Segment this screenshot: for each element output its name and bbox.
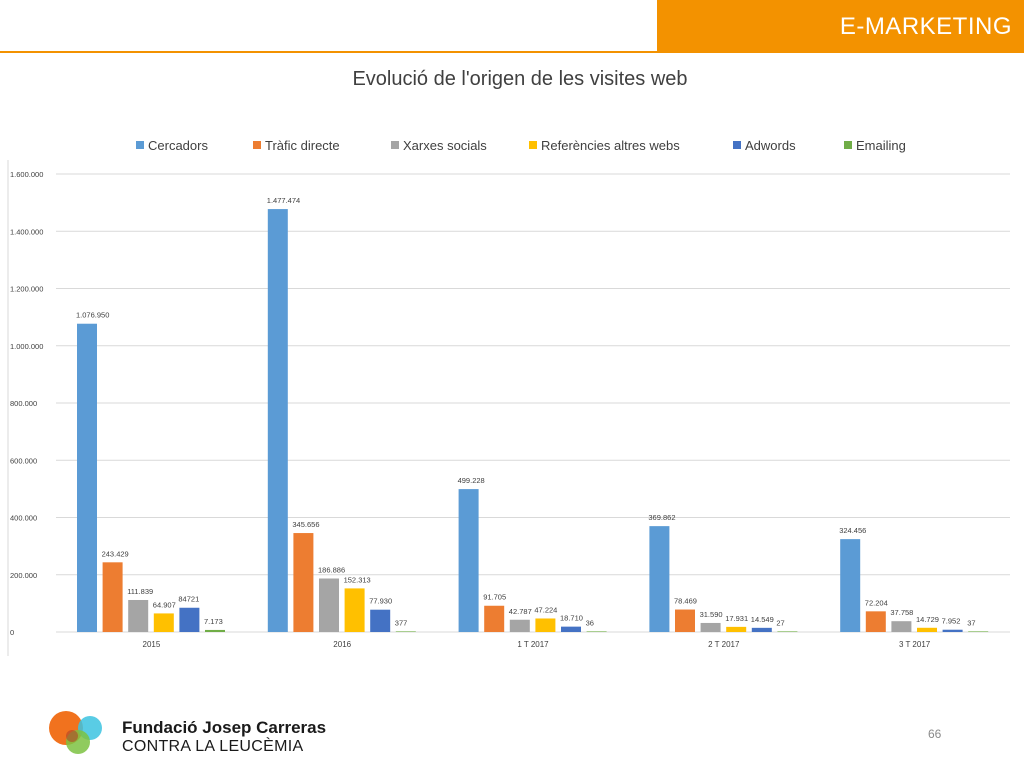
y-tick-label: 800.000	[10, 399, 37, 408]
chart-title: Evolució de l'origen de les visites web	[352, 68, 688, 90]
bar	[370, 609, 391, 632]
legend-swatch	[733, 141, 741, 149]
y-tick-label: 1.000.000	[10, 342, 43, 351]
x-tick-label: 2015	[143, 640, 161, 649]
bar	[458, 489, 479, 632]
data-label: 47.224	[534, 605, 557, 614]
bar	[153, 613, 174, 632]
bar	[726, 626, 747, 632]
bar	[561, 626, 581, 632]
bar	[267, 209, 288, 633]
data-label: 72.204	[865, 598, 888, 607]
header-banner: E-MARKETING	[657, 0, 1024, 53]
header-title: E-MARKETING	[839, 13, 1012, 40]
data-label: 186.886	[318, 566, 345, 575]
data-label: 324.456	[839, 526, 866, 535]
legend-label: Xarxes socials	[403, 138, 487, 153]
bar	[205, 629, 225, 632]
data-label: 17.931	[725, 614, 748, 623]
org-name: Fundació Josep Carreras	[122, 718, 327, 737]
data-label: 27	[776, 618, 784, 627]
bar	[484, 605, 505, 632]
bar	[700, 622, 721, 632]
bar	[509, 619, 530, 632]
data-label: 499.228	[458, 476, 485, 485]
data-label: 1.477.474	[267, 196, 300, 205]
data-label: 14.549	[751, 615, 774, 624]
bar	[865, 611, 886, 632]
bar	[917, 627, 937, 632]
bar	[77, 323, 97, 632]
bar	[344, 588, 365, 632]
legend-swatch	[529, 141, 537, 149]
data-label: 78.469	[674, 597, 697, 606]
data-label: 369.862	[648, 513, 675, 522]
bar	[891, 621, 912, 632]
data-label: 42.787	[509, 607, 532, 616]
bar	[840, 539, 861, 632]
data-label: 152.313	[344, 575, 371, 584]
legend-swatch	[391, 141, 399, 149]
data-label: 37.758	[890, 608, 913, 617]
data-label: 84721	[178, 595, 199, 604]
header-rule	[0, 51, 1024, 53]
x-tick-label: 2016	[333, 640, 351, 649]
y-tick-label: 400.000	[10, 514, 37, 523]
bar	[751, 627, 772, 632]
legend-label: Referències altres webs	[541, 138, 680, 153]
legend-label: Adwords	[745, 138, 796, 153]
y-tick-label: 1.400.000	[10, 227, 43, 236]
bar	[293, 533, 314, 632]
data-label: 64.907	[153, 600, 176, 609]
data-label: 7.173	[204, 617, 223, 626]
x-tick-label: 3 T 2017	[899, 640, 931, 649]
y-tick-label: 1.600.000	[10, 170, 43, 179]
data-label: 36	[586, 618, 594, 627]
data-label: 77.930	[369, 597, 392, 606]
bar	[102, 562, 123, 632]
bar	[968, 631, 989, 632]
data-label: 31.590	[700, 610, 723, 619]
y-tick-label: 600.000	[10, 456, 37, 465]
bar	[179, 607, 200, 632]
bar	[649, 526, 670, 632]
org-subtitle: CONTRA LA LEUCÈMIA	[122, 738, 304, 755]
bar	[586, 631, 607, 632]
data-label: 111.839	[127, 587, 153, 596]
data-label: 37	[967, 618, 975, 627]
foundation-logo	[49, 711, 102, 754]
legend-swatch	[136, 141, 144, 149]
data-label: 377	[395, 618, 408, 627]
legend-label: Cercadors	[148, 138, 208, 153]
legend-label: Tràfic directe	[265, 138, 340, 153]
data-label: 14.729	[916, 615, 939, 624]
data-label: 18.710	[560, 614, 583, 623]
y-tick-label: 200.000	[10, 571, 37, 580]
data-label: 91.705	[483, 593, 506, 602]
data-label: 1.076.950	[76, 311, 109, 320]
data-label: 243.429	[102, 549, 129, 558]
legend-swatch	[253, 141, 261, 149]
bar	[395, 631, 416, 632]
legend-swatch	[844, 141, 852, 149]
bar	[942, 629, 963, 632]
bar	[777, 631, 798, 632]
bar	[128, 599, 149, 632]
page-number: 66	[928, 727, 942, 741]
y-tick-label: 1.200.000	[10, 285, 43, 294]
x-tick-label: 1 T 2017	[517, 640, 549, 649]
legend-label: Emailing	[856, 138, 906, 153]
data-label: 345.656	[292, 520, 319, 529]
y-tick-label: 0	[10, 628, 14, 637]
bar	[535, 618, 556, 632]
x-tick-label: 2 T 2017	[708, 640, 740, 649]
data-label: 7.952	[942, 617, 961, 626]
bar	[319, 578, 339, 632]
bar	[675, 609, 695, 632]
